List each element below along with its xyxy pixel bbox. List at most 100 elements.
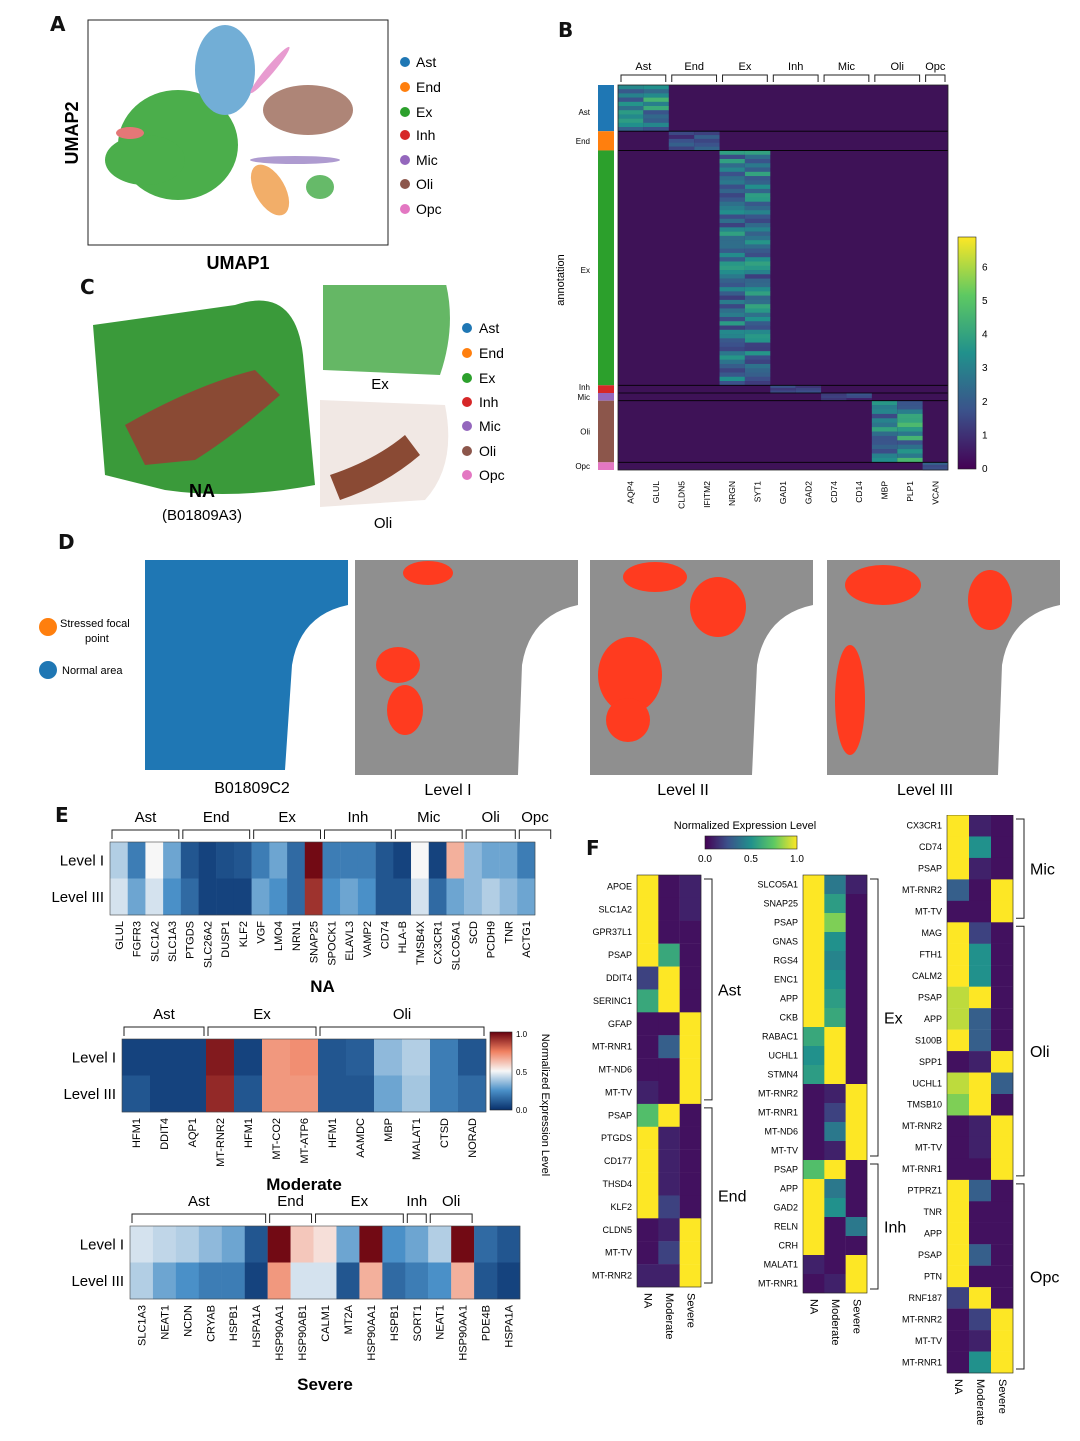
heatmap-cell xyxy=(845,1198,868,1218)
condition-label: Moderate xyxy=(829,1299,841,1345)
heatmap-cell xyxy=(719,368,745,373)
heatmap-cell xyxy=(719,197,745,202)
heatmap-cell xyxy=(845,1084,868,1104)
gene-label: CD74 xyxy=(379,921,391,949)
heatmap-cell xyxy=(969,1158,992,1181)
umap-legend: Ast End Ex Inh Mic Oli Opc xyxy=(400,54,442,217)
gene-label: ACTG1 xyxy=(521,921,533,958)
panel-letter-a: A xyxy=(50,12,66,36)
heatmap-cell xyxy=(405,1226,429,1263)
heatmap-cell xyxy=(618,93,644,98)
heatmap-cell xyxy=(744,252,771,258)
condition-label: NA xyxy=(642,1293,654,1309)
gene-label: SLC1A2 xyxy=(149,921,161,962)
heatmap-cell xyxy=(719,338,745,343)
heatmap-cell xyxy=(744,154,771,160)
heatmap-frame xyxy=(946,815,1014,1374)
group-label: Ex xyxy=(351,1193,369,1210)
group-label: End xyxy=(718,1188,746,1205)
heatmap-cell xyxy=(824,1122,846,1142)
gene-label: HSPA1A xyxy=(251,1304,263,1347)
heatmap-frame xyxy=(109,841,536,916)
heatmap-cell xyxy=(719,334,745,339)
heatmap-cell xyxy=(340,842,359,879)
gene-label: CD14 xyxy=(854,481,864,503)
heatmap-cell xyxy=(845,1236,868,1256)
heatmap-cell xyxy=(658,943,680,967)
annotation-block xyxy=(598,385,614,393)
heatmap-cell xyxy=(803,1065,825,1085)
heatmap-cell xyxy=(658,920,680,944)
gene-label: GPR37L1 xyxy=(592,927,632,937)
heatmap-cell xyxy=(744,193,771,198)
umap-clusters xyxy=(105,25,353,216)
heatmap-cell xyxy=(499,878,518,916)
heatmap-cell xyxy=(744,205,771,211)
heatmap-cell xyxy=(897,427,923,432)
heatmap-cell xyxy=(658,966,680,990)
heatmap-cell xyxy=(719,210,745,215)
heatmap-cell xyxy=(824,1027,846,1047)
heatmap-cell xyxy=(824,1160,846,1180)
heatmap-cell xyxy=(481,878,500,916)
heatmap-cell xyxy=(658,1058,680,1082)
heatmap-cell xyxy=(679,920,702,944)
umap-cluster-ex-2 xyxy=(306,175,334,199)
heatmap-cell xyxy=(244,1226,268,1263)
gene-label: PSAP xyxy=(774,1165,798,1175)
group-bracket xyxy=(874,74,921,82)
heatmap-cell xyxy=(719,176,745,181)
heatmap-cell xyxy=(637,920,659,944)
heatmap-cell xyxy=(744,223,771,228)
gene-label: MT-RNR2 xyxy=(592,1271,632,1281)
gene-label: SLCO5A1 xyxy=(757,880,798,890)
gene-label: PCDH9 xyxy=(486,921,498,958)
legend-dot-inh xyxy=(400,130,410,140)
heatmap-cell xyxy=(744,176,771,181)
section-caption: Level I xyxy=(424,782,471,799)
heatmap-cell xyxy=(375,842,394,879)
heatmap-cell xyxy=(658,1264,680,1288)
heatmap-cell xyxy=(897,405,923,410)
gene-label: SPOCK1 xyxy=(326,921,338,966)
annotation-label: Opc xyxy=(575,462,590,471)
group-label: Ast xyxy=(153,1006,176,1023)
heatmap-cell xyxy=(127,878,146,916)
heatmap-cell xyxy=(947,900,970,923)
group-label: Ast xyxy=(135,809,158,826)
heatmap-cell xyxy=(451,1226,475,1263)
colorbar-tick: 2 xyxy=(982,397,988,408)
umap-cluster-end xyxy=(250,164,290,216)
heatmap-cell xyxy=(947,815,970,837)
heatmap-cell xyxy=(152,1226,177,1263)
heatmap-cell xyxy=(803,1008,825,1028)
gene-label: HFM1 xyxy=(131,1118,143,1148)
heatmap-cell xyxy=(719,304,745,309)
heatmap-cell xyxy=(658,1126,680,1150)
heatmap-cell xyxy=(803,1236,825,1256)
section-caption: Level III xyxy=(897,782,953,799)
heatmap-cell xyxy=(458,1039,487,1076)
gene-label: MT-TV xyxy=(915,1336,942,1346)
gene-label: MT-TV xyxy=(915,1143,942,1153)
row-label: Level III xyxy=(51,889,104,906)
heatmap-cell xyxy=(719,193,745,198)
gene-label: DDIT4 xyxy=(606,973,632,983)
heatmap-cell xyxy=(845,875,868,895)
heatmap-cell xyxy=(744,180,771,185)
gene-label: RELN xyxy=(774,1222,798,1232)
annotation-block xyxy=(598,400,614,463)
gene-label: CD177 xyxy=(604,1156,632,1166)
gene-label: NORAD xyxy=(467,1118,479,1158)
gene-label: RGS4 xyxy=(773,956,798,966)
heatmap-cell xyxy=(744,372,771,378)
gene-label: ELAVL3 xyxy=(344,921,356,961)
heatmap-cell xyxy=(846,395,872,399)
heatmap-cell xyxy=(871,427,898,432)
heatmap-cell xyxy=(969,1094,992,1116)
heatmap-cell xyxy=(845,1122,868,1142)
heatmap-cell xyxy=(130,1262,154,1300)
heatmap-cell xyxy=(290,1226,314,1263)
heatmap-cell xyxy=(290,1075,319,1113)
gene-label: SCD xyxy=(468,921,480,944)
